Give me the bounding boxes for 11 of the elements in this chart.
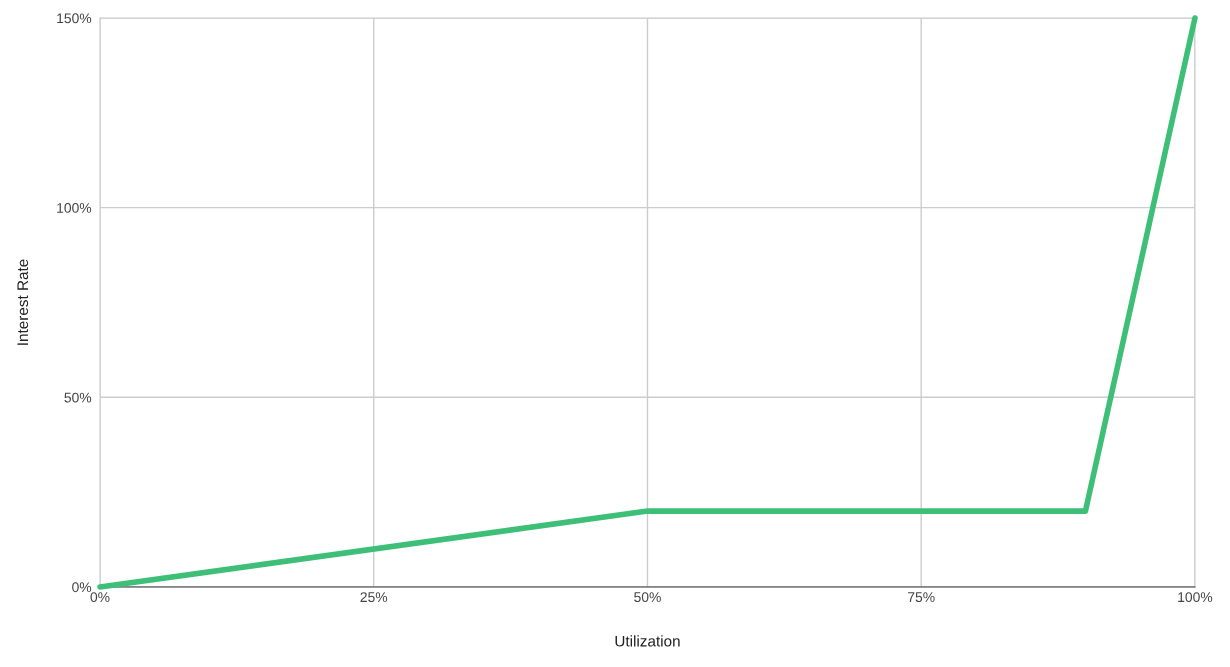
y-tick-label: 50% [64, 392, 92, 403]
y-axis-title: Interest Rate [17, 259, 29, 345]
y-tick-label: 100% [57, 202, 92, 213]
x-tick-label: 0% [90, 592, 110, 603]
x-tick-label: 75% [908, 592, 935, 603]
x-axis-title: Utilization [615, 635, 680, 647]
x-tick-label: 50% [634, 592, 661, 603]
x-tick-label: 100% [1178, 592, 1213, 603]
x-tick-label: 25% [360, 592, 388, 603]
y-tick-label: 150% [57, 13, 92, 24]
y-tick-label: 0% [72, 582, 92, 593]
